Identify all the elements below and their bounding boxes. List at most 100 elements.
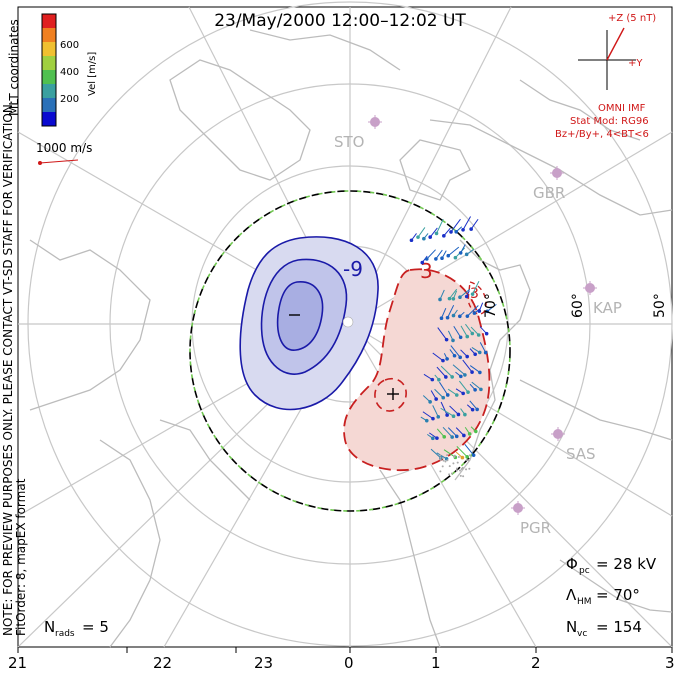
stat-nrads-value: = 5 (82, 618, 109, 636)
imf-source: OMNI IMF (598, 103, 646, 114)
vector-origin (450, 435, 454, 439)
positive-potential-cell (343, 268, 491, 472)
colorbar-swatch (42, 14, 56, 28)
vector-origin (477, 309, 482, 313)
station-pgr-icon (511, 501, 525, 515)
vector-origin (409, 238, 414, 243)
velocity-colorbar (41, 13, 57, 127)
stat-phi-value: = 28 kV (596, 555, 657, 573)
vector-tail (471, 381, 482, 390)
vector-tail (449, 288, 458, 299)
stat-nvc-value: = 154 (596, 618, 642, 636)
vector-origin (434, 257, 438, 261)
vector-origin (451, 313, 456, 318)
vector-origin (424, 257, 429, 261)
vector-origin (441, 395, 446, 400)
vector-speck (439, 470, 442, 473)
vector-speck (465, 459, 468, 462)
station-sto-icon (368, 115, 382, 129)
vector-origin (465, 455, 469, 459)
vector-speck (455, 467, 458, 470)
vector-origin (470, 407, 475, 412)
vector-speck (467, 459, 470, 462)
vector-tail (452, 364, 466, 376)
pole-marker (342, 316, 354, 328)
positive-contour-label-small: 3 (470, 286, 479, 302)
vector-speck (458, 469, 461, 472)
vector-origin (470, 370, 474, 374)
vector-origin (434, 231, 439, 236)
vector-origin (471, 453, 476, 457)
vector-origin (439, 316, 444, 321)
vector-tail (449, 405, 459, 415)
vector-tail (459, 288, 471, 298)
latitude-label-60: 60° (570, 293, 586, 318)
vector-origin (484, 331, 489, 336)
vector-speck (444, 460, 447, 463)
imf-model: Stat Mod: RG96 (570, 116, 649, 127)
vector-speck (446, 454, 449, 457)
vector-tail (447, 304, 455, 318)
vector-tail (453, 325, 462, 338)
station-label-sto: STO (334, 133, 365, 151)
stat-n-vc: N vc = 154 (566, 618, 642, 639)
vector-tail (472, 280, 480, 295)
vector-origin (438, 297, 442, 302)
vector-tail (441, 308, 447, 319)
imf-vector (606, 27, 625, 61)
vector-tail (462, 359, 473, 373)
vector-speck (441, 456, 444, 459)
vector-origin (474, 429, 478, 434)
vector-tail (469, 365, 481, 373)
vector-tail (447, 246, 460, 257)
imf-clock (578, 27, 636, 90)
colorbar-swatch (42, 42, 56, 56)
vector-tail (434, 388, 444, 399)
vector-origin (479, 387, 483, 392)
station-label-pgr: PGR (520, 519, 551, 537)
vector-tail (439, 381, 449, 396)
negative-contour-label: -9 (343, 257, 363, 281)
colorbar-swatch (42, 28, 56, 42)
vector-origin (466, 390, 470, 394)
coordinates-label: MLT coordinates (7, 19, 21, 116)
mlt-tick-2: 2 (531, 654, 541, 672)
vector-tail (462, 216, 471, 231)
mlt-tick-1: 1 (431, 654, 441, 672)
vector-origin (458, 251, 463, 255)
imf-y-label: +Y (628, 58, 643, 69)
vector-tail (456, 446, 468, 458)
vector-origin (469, 227, 473, 231)
stat-lambda-hm: Λ HM = 70° (566, 586, 640, 607)
vector-origin (472, 311, 477, 315)
vector-tail (447, 427, 458, 437)
colorbar-swatch (42, 98, 56, 112)
vector-origin (442, 435, 447, 439)
vector-origin (463, 373, 467, 377)
vector-origin (436, 415, 441, 419)
vector-tail (470, 326, 480, 336)
vector-tail (440, 401, 448, 416)
stat-nvc-symbol: N (566, 618, 577, 636)
vector-speck (462, 475, 465, 478)
vector-origin (465, 314, 470, 318)
vector-tail (450, 345, 461, 358)
vector-tail (432, 405, 439, 418)
vector-origin (473, 388, 477, 392)
vector-speck (452, 462, 455, 465)
vector-origin (445, 413, 449, 417)
vector-origin (458, 335, 463, 340)
mlt-tick-22: 22 (153, 654, 172, 672)
vector-speck (442, 459, 445, 462)
vector-origin (475, 407, 479, 412)
vector-tail (460, 325, 468, 337)
vector-speck (461, 466, 464, 469)
vector-origin (431, 436, 435, 441)
vector-speck (448, 473, 451, 476)
vector-origin (444, 337, 449, 342)
vector-origin (462, 433, 466, 438)
positive-contour-label: 3 (420, 259, 433, 283)
vector-origin (420, 260, 425, 265)
vector-origin (470, 292, 475, 296)
